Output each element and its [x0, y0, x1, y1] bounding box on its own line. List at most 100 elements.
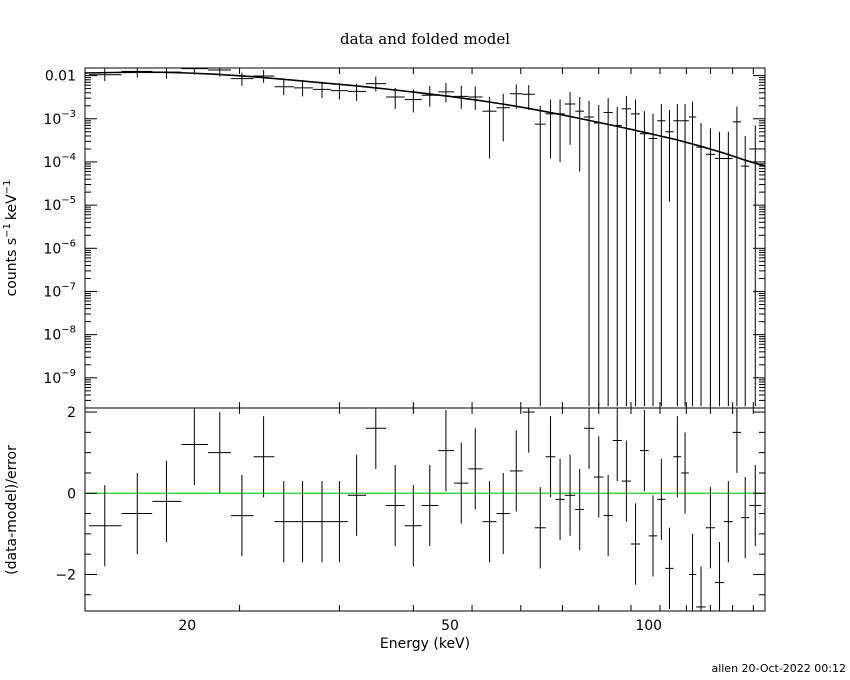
data-point [347, 83, 366, 101]
residual-point [404, 485, 422, 567]
residual-point [438, 410, 454, 492]
x-axis-label: Energy (keV) [380, 636, 470, 652]
residual-point [621, 440, 631, 522]
residual-point [453, 442, 469, 524]
data-point [482, 96, 497, 159]
data-point [121, 68, 153, 78]
data-point [312, 81, 331, 99]
bottom-y-tick-label: 2 [67, 405, 76, 421]
data-point [621, 95, 631, 407]
data-point [564, 91, 576, 145]
residual-point [612, 408, 622, 482]
data-point [705, 128, 716, 407]
residual-point [421, 464, 439, 547]
residual-point [208, 412, 232, 494]
tick-exponent: −5 [61, 195, 76, 206]
residual-point [603, 474, 613, 557]
bottom-panel: 2 0 −2 (data-model)/error [4, 405, 766, 612]
residual-point [330, 481, 348, 563]
top-y-tick-label: 10−8 [43, 325, 76, 344]
data-point [152, 68, 182, 79]
data-point [732, 106, 742, 407]
residual-point [575, 468, 585, 551]
top-panel-ticks [84, 68, 765, 409]
tick-mantissa: 0.01 [45, 69, 76, 85]
data-point [612, 106, 622, 407]
residual-point [564, 454, 576, 536]
data-point [657, 103, 666, 407]
folded-model-line [84, 71, 766, 167]
x-tick-labels: 20 50 100 [178, 618, 662, 634]
residual-point [640, 410, 649, 492]
data-point [404, 89, 422, 113]
top-y-tick-label: 10−7 [43, 281, 76, 300]
tick-exponent: −7 [61, 281, 76, 292]
data-point [673, 103, 682, 407]
data-point [468, 86, 483, 110]
chart-title: data and folded model [340, 30, 510, 48]
top-panel-content [84, 68, 766, 407]
top-y-axis-label-exp2: −1 [2, 180, 13, 195]
top-y-tick-label: 10−4 [43, 152, 76, 171]
footer-timestamp: allen 20-Oct-2022 00:12 [711, 662, 846, 675]
residual-point [293, 481, 313, 563]
data-point [715, 131, 724, 407]
data-point [681, 103, 689, 407]
top-y-tick-label: 10−6 [43, 238, 76, 257]
residual-point [89, 485, 122, 567]
residual-point [347, 454, 366, 536]
data-point [181, 68, 209, 75]
residual-point [593, 436, 604, 518]
residual-point [152, 460, 182, 542]
residual-point [274, 481, 294, 563]
residual-point [522, 408, 535, 453]
residual-point [723, 481, 733, 563]
data-point [723, 131, 733, 407]
data-point [365, 76, 387, 92]
top-y-axis-label-exp1: −1 [2, 223, 13, 238]
data-point [688, 101, 697, 407]
x-tick-label: 20 [178, 618, 196, 634]
data-point [555, 99, 565, 162]
data-point [274, 79, 294, 96]
data-point [593, 104, 604, 407]
data-point [253, 69, 275, 83]
residual-point [386, 464, 405, 547]
tick-mantissa: 10 [43, 284, 61, 300]
residual-point [648, 495, 658, 577]
residual-point [681, 432, 689, 514]
top-y-tick-label: 10−5 [43, 195, 76, 214]
top-y-axis-label: counts s−1keV−1 [2, 180, 20, 297]
residual-point [584, 408, 594, 469]
data-point [534, 105, 546, 407]
data-point [741, 135, 750, 407]
residual-point [696, 566, 706, 611]
data-point [603, 98, 613, 407]
top-y-tick-label: 10−9 [43, 368, 76, 387]
tick-mantissa: 10 [43, 371, 61, 387]
residual-point [732, 408, 742, 473]
residual-point [253, 416, 275, 498]
top-y-axis-label-main: counts s [4, 238, 20, 297]
residual-point [509, 430, 523, 512]
data-point [438, 82, 454, 103]
residual-point [482, 481, 497, 563]
data-point [330, 82, 348, 100]
data-point [453, 85, 469, 109]
data-point [231, 72, 254, 86]
data-point [640, 111, 649, 407]
data-point [584, 100, 594, 407]
residual-point [365, 408, 387, 469]
tick-exponent: −9 [61, 368, 76, 379]
top-y-axis-label-unit: keV [4, 194, 20, 220]
residual-point [231, 474, 254, 557]
residual-point [749, 464, 762, 547]
data-point [509, 84, 523, 109]
data-point [293, 80, 313, 97]
bottom-panel-content [89, 408, 762, 611]
residual-point [545, 416, 556, 498]
residual-point [121, 472, 153, 555]
